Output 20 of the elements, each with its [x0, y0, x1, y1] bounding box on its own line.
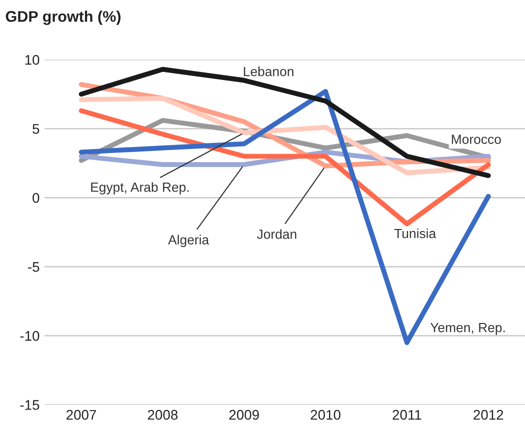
series-label: Morocco [452, 134, 501, 144]
x-tick-label: 2008 [148, 410, 178, 420]
y-tick-label: -5 [28, 262, 40, 272]
x-tick-label: 2012 [474, 410, 504, 420]
text: Algeria [168, 234, 210, 248]
series-label: Yemen, Rep. [430, 323, 505, 335]
series-label: Tunisia [394, 228, 436, 238]
text: Jordan [256, 229, 296, 239]
y-tick-label: -10 [20, 331, 40, 341]
x-tick-label: 2009 [229, 410, 259, 420]
y-tick-label: 5 [32, 124, 40, 134]
x-tick-label: 2011 [392, 410, 422, 420]
text: Egypt, Arab Rep. [91, 182, 189, 194]
y-tick-label: -15 [20, 400, 40, 410]
y-tick-label: 0 [32, 193, 40, 203]
chart-title: GDP growth (%) [6, 10, 120, 25]
series-label: Lebanon [244, 66, 294, 76]
y-tick-label: 10 [25, 54, 40, 65]
x-tick-label: 2010 [310, 410, 340, 420]
x-tick-label: 2007 [66, 410, 96, 420]
